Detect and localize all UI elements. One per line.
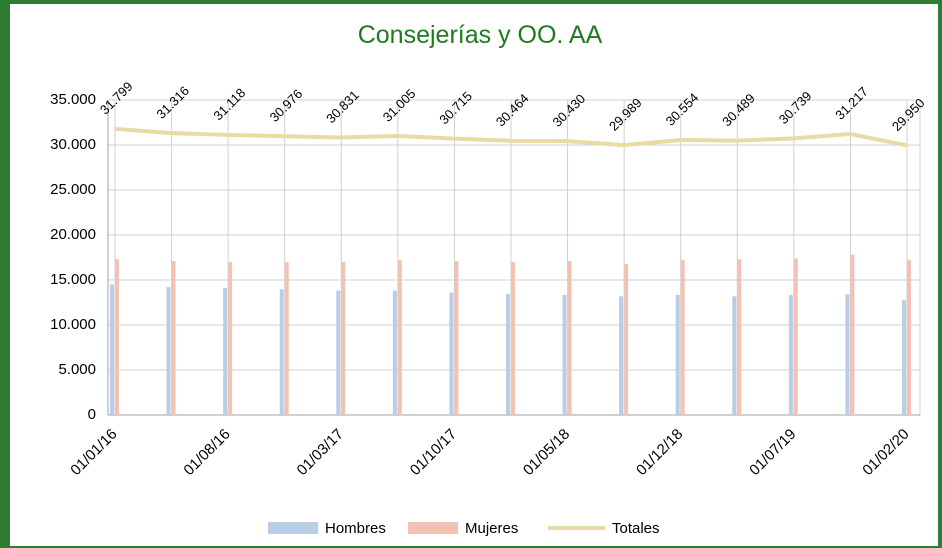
x-tick-label: 01/08/16 [180, 426, 233, 479]
data-label: 31.118 [210, 85, 248, 123]
data-label: 30.739 [776, 88, 815, 127]
data-label: 30.430 [549, 91, 588, 130]
bar [511, 262, 515, 415]
data-label: 30.464 [493, 91, 532, 130]
data-label: 31.217 [832, 84, 871, 123]
bar [902, 300, 906, 415]
y-tick-label: 10.000 [50, 316, 96, 333]
x-tick-label: 01/02/20 [859, 426, 912, 479]
y-tick-label: 5.000 [58, 361, 96, 378]
x-tick-label: 01/03/17 [294, 426, 347, 479]
bar [336, 290, 341, 415]
bar [845, 294, 850, 415]
bar [392, 290, 397, 415]
bar [562, 295, 567, 415]
bar [397, 260, 402, 415]
x-tick-label: 01/12/18 [633, 426, 686, 479]
bar [788, 294, 793, 415]
data-label: 31.799 [97, 79, 136, 118]
y-tick-label: 20.000 [50, 226, 96, 243]
data-label: 29.950 [889, 95, 928, 134]
bar [680, 260, 685, 415]
bar [454, 261, 459, 415]
y-tick-label: 35.000 [50, 91, 96, 108]
bar [279, 289, 284, 415]
bar [737, 259, 742, 415]
y-tick-label: 0 [88, 406, 96, 423]
bar [166, 287, 171, 415]
data-label: 31.316 [153, 83, 192, 122]
y-tick-label: 30.000 [50, 136, 96, 153]
data-label: 30.715 [436, 88, 475, 127]
x-tick-label: 01/01/16 [67, 426, 120, 479]
bar [284, 262, 289, 415]
bar [793, 258, 798, 415]
bar [567, 261, 572, 415]
bar [115, 259, 119, 415]
data-label: 30.831 [323, 87, 362, 126]
data-label: 30.976 [267, 86, 306, 125]
chart-title: Consejerías y OO. AA [357, 21, 603, 49]
bar [506, 293, 510, 415]
bar [619, 296, 624, 415]
legend-swatch [268, 522, 318, 534]
bar [675, 294, 680, 415]
bar [732, 296, 737, 415]
bar [341, 262, 346, 415]
y-tick-label: 15.000 [50, 271, 96, 288]
x-tick-label: 01/07/19 [746, 426, 799, 479]
x-tick-label: 01/10/17 [407, 426, 460, 479]
data-label: 29.989 [606, 95, 645, 134]
line [114, 126, 908, 148]
legend-label: Mujeres [465, 520, 518, 537]
bar [624, 263, 629, 415]
y-tick-label: 25.000 [50, 181, 96, 198]
data-label: 30.489 [719, 90, 758, 129]
legend-label: Totales [612, 520, 660, 537]
data-label: 31.005 [380, 86, 419, 125]
bar [223, 287, 228, 415]
data-label: 30.554 [663, 90, 702, 129]
bar [449, 292, 454, 415]
bar [171, 261, 176, 415]
bar [850, 254, 855, 415]
bar [110, 284, 114, 415]
bar [907, 260, 911, 415]
bar [228, 262, 233, 415]
legend-swatch [408, 522, 458, 534]
legend-label: Hombres [325, 520, 386, 537]
x-tick-label: 01/05/18 [520, 426, 573, 479]
